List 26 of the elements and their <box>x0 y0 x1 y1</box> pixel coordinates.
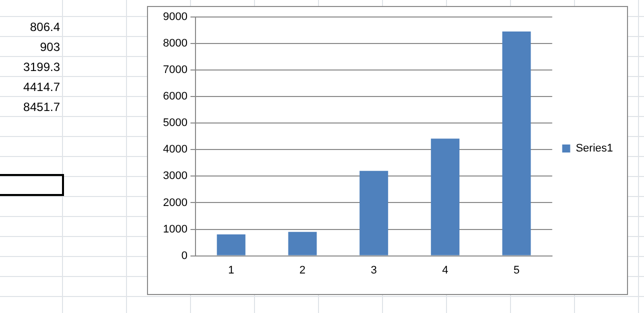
text: 903 <box>38 39 60 56</box>
bar <box>360 170 388 256</box>
y-tick-label: 4000 <box>162 144 188 156</box>
x-tick-label: 3 <box>370 264 377 276</box>
x-tick-label: 1 <box>228 264 234 276</box>
y-tick-label: 6000 <box>162 90 188 103</box>
bar <box>430 138 460 256</box>
x-tick-label: 2 <box>299 264 306 276</box>
text: 8451.7 <box>22 99 60 116</box>
bar <box>502 32 531 256</box>
y-tick-label: 2000 <box>162 196 188 209</box>
y-tick-label: 9000 <box>162 11 188 24</box>
y-tick-label: 7000 <box>162 64 188 76</box>
y-tick-label: 3000 <box>162 170 188 182</box>
y-tick-label: 0 <box>181 250 188 262</box>
text: 4414.7 <box>22 79 60 96</box>
y-tick-label: 1000 <box>162 223 188 236</box>
y-tick-label: 8000 <box>162 38 188 50</box>
text: 3199.3 <box>22 59 60 76</box>
y-tick-label: 5000 <box>162 117 188 130</box>
legend-label: Series1 <box>576 142 613 155</box>
bar <box>288 232 317 256</box>
x-tick-label: 4 <box>442 264 448 276</box>
x-tick-label: 5 <box>513 264 520 276</box>
text: 806.4 <box>28 19 60 36</box>
bar <box>216 234 246 256</box>
